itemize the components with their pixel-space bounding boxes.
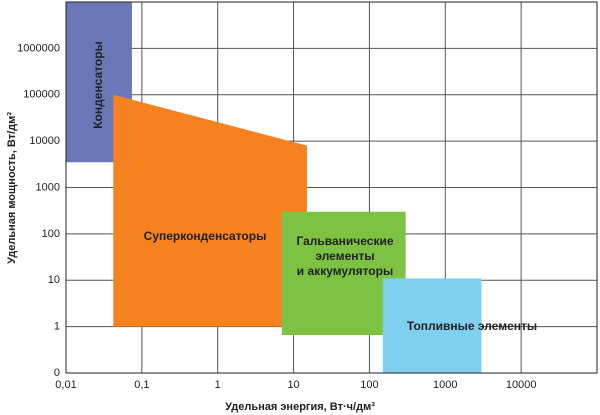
region-label: Гальванические	[296, 234, 393, 248]
y-tick-label: 100000	[23, 89, 60, 101]
y-tick-label: 100	[42, 228, 60, 240]
region	[113, 94, 307, 327]
x-axis-label: Удельная энергия, Вт·ч/дм³	[225, 401, 375, 413]
x-tick-label: 0,1	[134, 379, 149, 391]
x-tick-label: 0,01	[55, 379, 76, 391]
plot-frame	[65, 1, 598, 374]
y-tick-label: 1000	[36, 181, 60, 193]
region-label: элементы	[315, 249, 374, 263]
region-label: и аккумуляторы	[297, 264, 393, 278]
region-label: Конденсаторы	[91, 41, 105, 129]
y-tick-label: 10000	[29, 135, 60, 147]
x-tick-label: 10	[287, 379, 299, 391]
x-tick-label: 1	[215, 379, 221, 391]
y-axis-label: Удельная мощность, Вт/дм³	[6, 112, 18, 264]
region	[281, 211, 406, 335]
y-tick-label: 1000000	[17, 42, 60, 54]
x-tick-label: 1000	[433, 379, 457, 391]
region-label: Топливные элементы	[407, 319, 537, 333]
y-tick-label: 0	[54, 367, 60, 379]
region-label: Суперконденсаторы	[144, 229, 267, 243]
region	[382, 278, 482, 373]
x-tick-label: 10000	[506, 379, 537, 391]
x-tick-label: 100	[360, 379, 378, 391]
y-tick-label: 10	[48, 274, 60, 286]
y-tick-label: 1	[54, 321, 60, 333]
